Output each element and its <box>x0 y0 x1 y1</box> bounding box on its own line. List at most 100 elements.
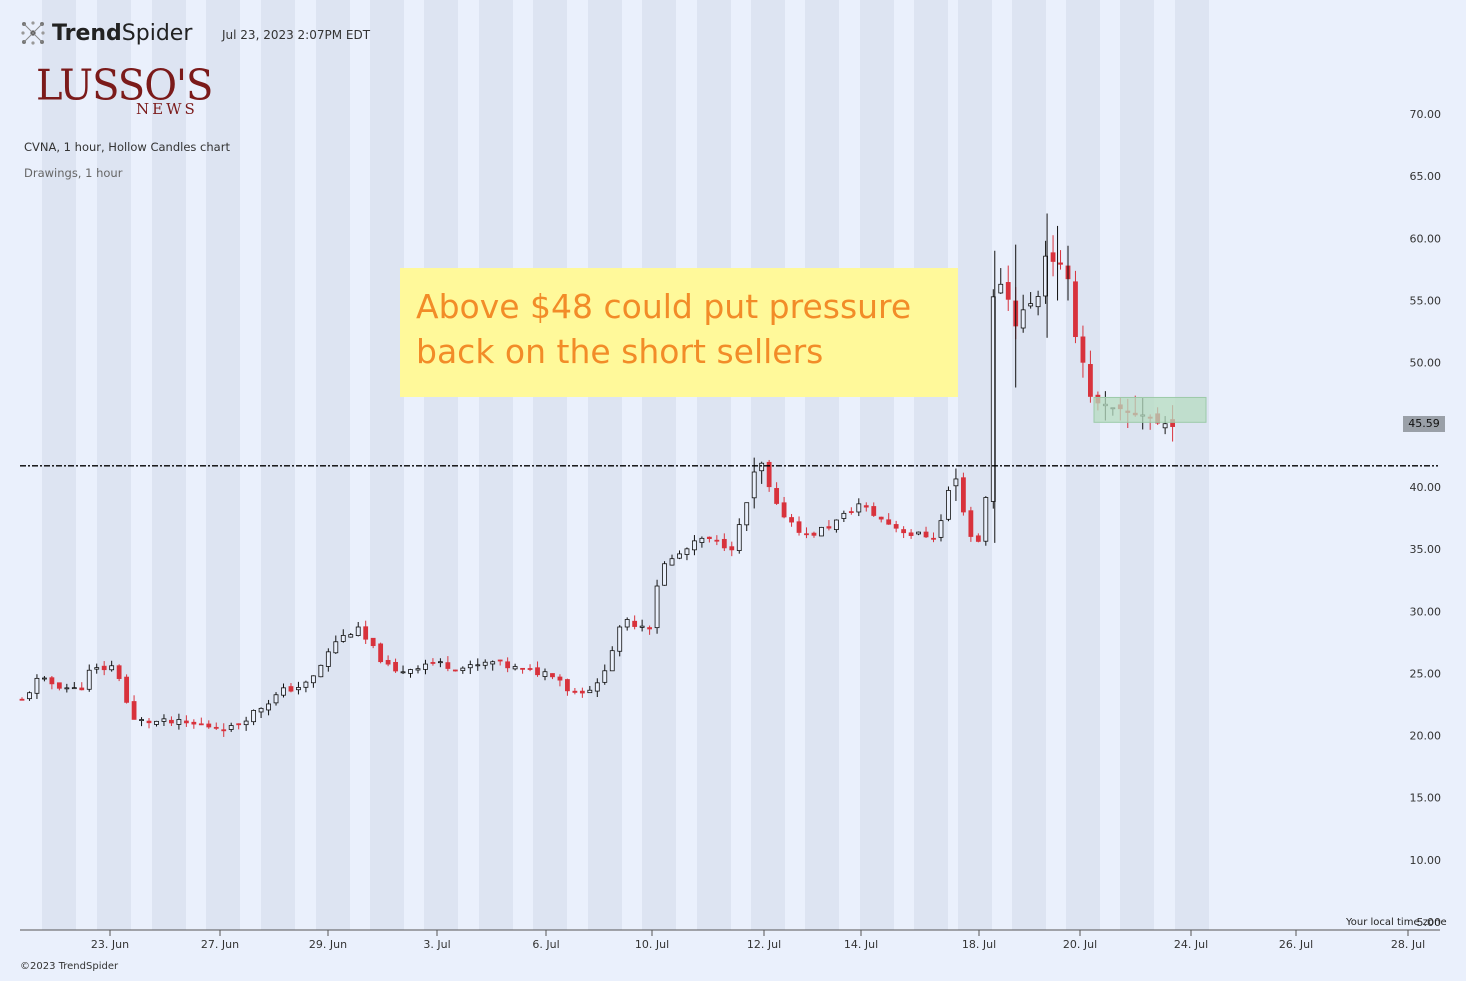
candle-body <box>206 723 212 728</box>
session-band <box>206 0 240 930</box>
candle-body <box>146 720 152 724</box>
chart-description[interactable]: CVNA, 1 hour, Hollow Candles chart <box>24 140 230 154</box>
brand-suffix: Spider <box>121 20 193 46</box>
y-axis: 5.0010.0015.0020.0025.0030.0035.0040.004… <box>1410 108 1442 929</box>
candle-body <box>161 718 167 722</box>
candle-body <box>273 694 279 704</box>
candle-body <box>923 531 929 538</box>
candle-body <box>975 535 981 542</box>
x-tick-label: 12. Jul <box>747 938 781 951</box>
session-band <box>1012 0 1046 930</box>
session-band <box>642 0 676 930</box>
y-tick-label: 35.00 <box>1410 543 1442 556</box>
candle-body <box>27 692 32 700</box>
x-tick-label: 14. Jul <box>844 938 878 951</box>
candle-body <box>243 720 249 726</box>
x-tick-label: 28. Jul <box>1391 938 1425 951</box>
candle-body <box>961 477 966 513</box>
session-band <box>424 0 458 930</box>
chart-timestamp: Jul 23, 2023 2:07PM EDT <box>222 28 371 42</box>
drawings-label[interactable]: Drawings, 1 hour <box>24 166 123 180</box>
candle-body <box>542 671 548 677</box>
candle-body <box>759 462 765 472</box>
annotation-line-1: Above $48 could put pressure <box>416 287 912 326</box>
candle-body <box>789 517 794 523</box>
candle-body <box>609 650 615 672</box>
candle-body <box>819 526 824 537</box>
candle-body <box>1020 309 1026 329</box>
candle-body <box>445 662 451 669</box>
annotation-box[interactable]: Above $48 could put pressure back on the… <box>400 268 958 397</box>
candle-body <box>370 637 376 647</box>
candle-body <box>139 719 144 721</box>
candle-body <box>191 721 197 725</box>
candle-body <box>109 665 115 671</box>
candle-body <box>632 620 638 627</box>
x-tick-label: 24. Jul <box>1174 938 1208 951</box>
candle-body <box>669 558 675 566</box>
candle-body <box>602 670 608 683</box>
candle-body <box>325 651 331 667</box>
candle-body <box>841 512 847 519</box>
candle-body <box>1088 364 1093 397</box>
candle-body <box>811 532 817 536</box>
candle-body <box>647 627 652 630</box>
support-zone[interactable] <box>1093 396 1207 423</box>
session-band <box>261 0 295 930</box>
session-band <box>860 0 894 930</box>
candle-body <box>79 687 85 691</box>
candle-body <box>527 668 533 670</box>
candle-body <box>931 537 936 540</box>
candle-body <box>796 521 802 533</box>
candle-body <box>916 531 921 535</box>
logo-title: LUSSO'S <box>36 61 213 111</box>
candle-body <box>154 720 159 725</box>
candle-body <box>550 673 555 678</box>
y-tick-label: 10.00 <box>1410 854 1442 867</box>
trendspider-logo[interactable]: TrendSpider <box>20 20 192 46</box>
candle-body <box>71 687 77 690</box>
spider-icon <box>21 21 45 45</box>
candle-body <box>34 677 40 694</box>
candle-body <box>94 667 100 670</box>
candle-body <box>886 519 892 525</box>
candle-body <box>721 538 727 549</box>
session-band <box>370 0 404 930</box>
candle-body <box>729 546 735 551</box>
candle-body <box>56 682 62 689</box>
candle-body <box>1005 282 1011 300</box>
candle-body <box>557 676 563 681</box>
candle-body <box>908 532 914 536</box>
logo-subtitle: NEWS <box>136 100 198 118</box>
candle-body <box>684 548 690 555</box>
session-band <box>42 0 76 930</box>
session-band <box>533 0 567 930</box>
candle-body <box>1162 423 1168 429</box>
x-tick-label: 23. Jun <box>91 938 129 951</box>
candle-body <box>1050 252 1056 262</box>
annotation-line-2: back on the short sellers <box>416 332 824 371</box>
y-tick-label: 65.00 <box>1410 170 1442 183</box>
y-tick-label: 40.00 <box>1410 481 1442 494</box>
candle-body <box>804 533 809 536</box>
candle-body <box>42 677 47 680</box>
candle-body <box>452 669 458 672</box>
timezone-label[interactable]: Your local time zone <box>1346 917 1447 928</box>
candle-body <box>662 563 667 586</box>
candle-body <box>863 505 869 508</box>
candle-body <box>1073 281 1078 338</box>
candle-body <box>490 661 496 665</box>
candle-body <box>475 664 481 667</box>
x-tick-label: 10. Jul <box>635 938 669 951</box>
candle-body <box>19 698 25 701</box>
candle-body <box>594 682 600 692</box>
candle-body <box>303 681 309 688</box>
candle-body <box>355 626 361 636</box>
candle-body <box>878 516 884 520</box>
candle-body <box>774 488 780 504</box>
candle-body <box>535 667 540 676</box>
candle-body <box>318 664 324 678</box>
candle-body <box>617 626 623 652</box>
